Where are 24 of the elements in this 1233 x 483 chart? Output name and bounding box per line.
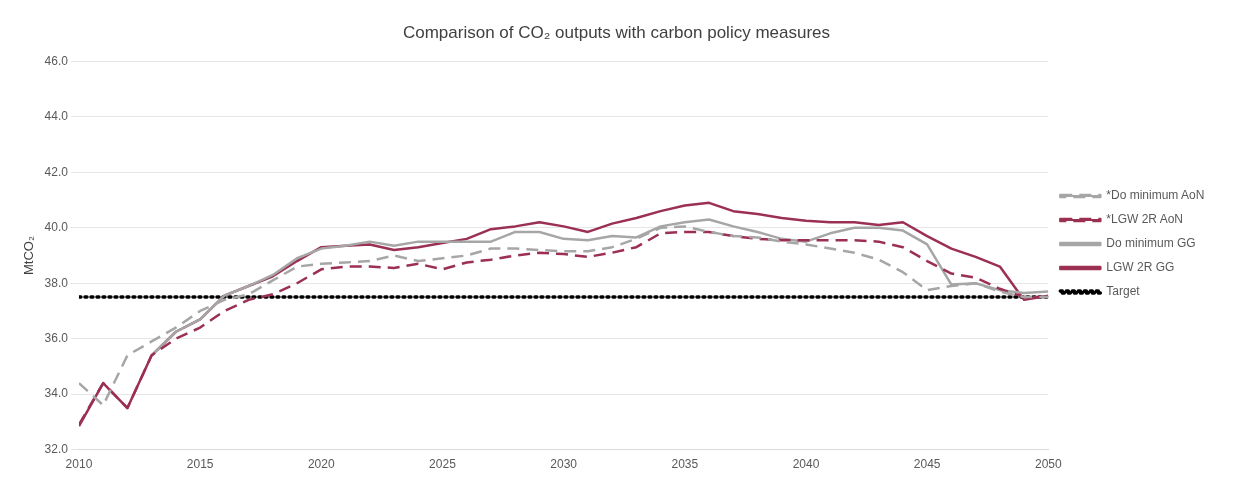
legend-label: *LGW 2R AoN (1106, 212, 1184, 227)
x-tick-label: 2050 (1034, 457, 1062, 472)
y-tick-label: 38.0 (44, 275, 69, 290)
x-tick-label: 2025 (429, 457, 457, 472)
x-tick-label: 2030 (550, 457, 578, 472)
x-tick-label: 2010 (65, 457, 93, 472)
y-tick-label: 36.0 (44, 331, 69, 345)
chart-title: Comparison of CO₂ outputs with carbon policy measures (402, 22, 831, 42)
y-tick-label: 32.0 (44, 441, 69, 456)
x-tick-label: 2015 (186, 457, 214, 472)
y-tick-label: 42.0 (44, 164, 69, 179)
legend-label: LGW 2R GG (1106, 260, 1175, 275)
legend-label: Target (1106, 284, 1141, 299)
x-tick-label: 2020 (307, 457, 335, 472)
y-tick-label: 46.0 (44, 53, 69, 68)
legend-label: *Do minimum AoN (1106, 188, 1205, 203)
y-tick-label: 40.0 (44, 220, 69, 235)
y-tick-label: 44.0 (44, 109, 69, 124)
x-tick-label: 2045 (913, 457, 941, 472)
y-axis-title: MtCO₂ (21, 236, 37, 275)
legend-label: Do minimum GG (1106, 236, 1196, 251)
x-tick-label: 2035 (671, 457, 699, 472)
y-tick-label: 34.0 (44, 386, 69, 401)
x-tick-label: 2040 (792, 457, 820, 472)
